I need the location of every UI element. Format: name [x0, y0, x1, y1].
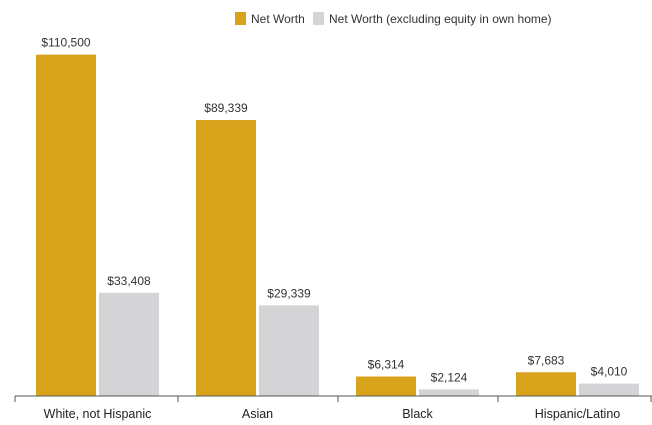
data-label: $7,683: [528, 353, 565, 367]
data-label: $6,314: [368, 357, 405, 371]
bar-net-worth-3: [516, 372, 576, 396]
legend-swatch-net-worth-excl-home: [313, 12, 324, 25]
data-label: $33,408: [107, 274, 151, 288]
bar-net-worth-excl-home-2: [419, 389, 479, 396]
category-label: White, not Hispanic: [44, 407, 152, 421]
legend-swatch-net-worth: [235, 12, 246, 25]
category-label: Asian: [242, 407, 273, 421]
data-label: $2,124: [431, 370, 468, 384]
legend-label: Net Worth: [251, 12, 305, 26]
bar-net-worth-excl-home-3: [579, 383, 639, 396]
data-label: $89,339: [204, 101, 248, 115]
legend-label: Net Worth (excluding equity in own home): [329, 12, 552, 26]
category-label: Black: [402, 407, 433, 421]
value-labels: $110,500 $33,408 $89,339 $29,339 $6,314 $2,12…: [41, 36, 627, 385]
data-label: $4,010: [591, 365, 628, 379]
bar-net-worth-1: [196, 120, 256, 397]
bar-group: [36, 54, 639, 397]
data-label: $29,339: [267, 286, 311, 300]
chart-legend: Net Worth Net Worth (excluding equity in …: [235, 12, 552, 26]
category-label: Hispanic/Latino: [535, 407, 621, 421]
x-axis-ticks: [14, 396, 652, 402]
bar-net-worth-excl-home-0: [99, 292, 159, 396]
bar-net-worth-0: [36, 54, 96, 396]
category-labels: White, not Hispanic Asian Black Hispanic/La…: [44, 407, 621, 421]
bar-net-worth-2: [356, 376, 416, 396]
bar-net-worth-excl-home-1: [259, 305, 319, 396]
data-label: $110,500: [41, 36, 90, 50]
